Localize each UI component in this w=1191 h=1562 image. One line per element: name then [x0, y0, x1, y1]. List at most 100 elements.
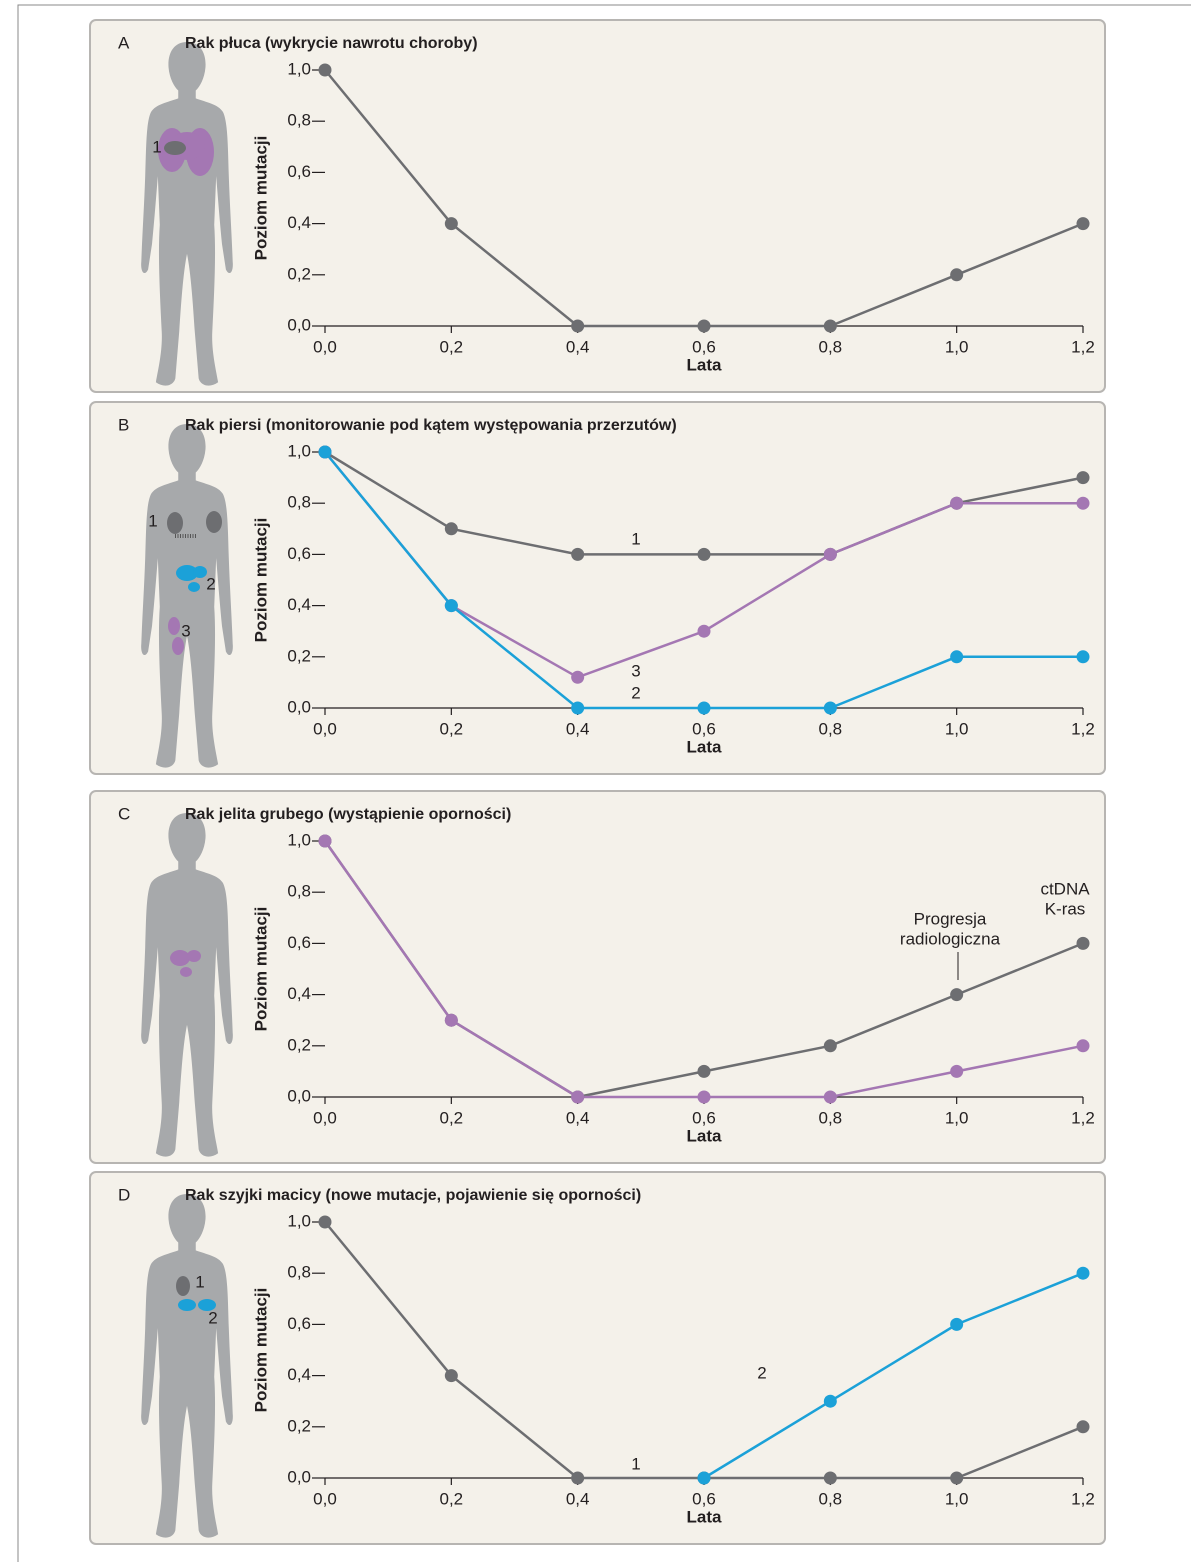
y-tick-label: 0,8	[287, 111, 311, 130]
panel-title: Rak piersi (monitorowanie pod kątem wyst…	[185, 417, 677, 434]
line-label: 2	[757, 1363, 766, 1382]
x-tick-label: 0,2	[440, 719, 464, 738]
data-point	[571, 702, 584, 715]
body-label: 2	[206, 574, 215, 593]
data-point	[950, 497, 963, 510]
y-tick-label: 0,2	[287, 264, 311, 283]
line-label: 3	[631, 661, 640, 680]
panel-letter: B	[118, 415, 129, 434]
panels: A Rak płuca (wykrycie nawrotu choroby) 0,0…	[90, 20, 1105, 1544]
organ	[176, 1276, 190, 1296]
x-tick-label: 1,0	[945, 1108, 969, 1127]
panel-background	[90, 20, 1105, 392]
y-tick-label: 0,8	[287, 493, 311, 512]
data-point	[1077, 1420, 1090, 1433]
x-axis-label: Lata	[687, 737, 723, 756]
data-point	[1077, 650, 1090, 663]
organ	[167, 512, 183, 534]
panel-letter: A	[118, 33, 130, 52]
x-tick-label: 0,0	[313, 1108, 337, 1127]
y-tick-label: 1,0	[287, 830, 311, 849]
data-point	[571, 320, 584, 333]
body-label: 1	[148, 511, 157, 530]
y-tick-label: 1,0	[287, 441, 311, 460]
y-tick-label: 1,0	[287, 1211, 311, 1230]
data-point	[571, 1472, 584, 1485]
panel-title: Rak płuca (wykrycie nawrotu choroby)	[185, 35, 478, 52]
data-point	[1077, 217, 1090, 230]
x-tick-label: 0,4	[566, 719, 590, 738]
body-label: 1	[152, 137, 161, 156]
y-tick-label: 0,2	[287, 1416, 311, 1435]
data-point	[824, 702, 837, 715]
x-tick-label: 0,0	[313, 337, 337, 356]
x-axis-label: Lata	[687, 1507, 723, 1526]
x-tick-label: 1,0	[945, 719, 969, 738]
organ	[180, 967, 192, 977]
data-point	[1077, 937, 1090, 950]
annotation: radiologiczna	[900, 929, 1001, 948]
annotation: Progresja	[914, 909, 987, 928]
data-point	[571, 671, 584, 684]
data-point	[445, 217, 458, 230]
data-point	[445, 1369, 458, 1382]
data-point	[698, 702, 711, 715]
data-point	[571, 548, 584, 561]
y-tick-label: 0,6	[287, 544, 311, 563]
y-tick-label: 0,6	[287, 933, 311, 952]
data-point	[824, 1472, 837, 1485]
y-axis-label: Poziom mutacji	[251, 907, 270, 1032]
y-tick-label: 0,4	[287, 595, 311, 614]
data-point	[698, 1472, 711, 1485]
x-tick-label: 0,6	[692, 1108, 716, 1127]
y-tick-label: 0,2	[287, 646, 311, 665]
data-point	[824, 1039, 837, 1052]
y-tick-label: 0,4	[287, 1365, 311, 1384]
panel-background	[90, 402, 1105, 774]
x-tick-label: 1,2	[1071, 1108, 1095, 1127]
body-label: 2	[208, 1308, 217, 1327]
x-axis-label: Lata	[687, 355, 723, 374]
data-point	[950, 268, 963, 281]
y-tick-label: 0,8	[287, 1263, 311, 1282]
y-tick-label: 1,0	[287, 59, 311, 78]
y-tick-label: 0,4	[287, 984, 311, 1003]
y-tick-label: 0,6	[287, 1314, 311, 1333]
organ	[206, 511, 222, 533]
data-point	[1077, 1039, 1090, 1052]
y-tick-label: 0,6	[287, 162, 311, 181]
y-tick-label: 0,8	[287, 882, 311, 901]
x-tick-label: 1,2	[1071, 719, 1095, 738]
panel-title: Rak szyjki macicy (nowe mutacje, pojawie…	[185, 1187, 641, 1204]
panel-a: A Rak płuca (wykrycie nawrotu choroby) 0,0…	[90, 20, 1105, 392]
x-tick-label: 0,2	[440, 337, 464, 356]
body-label: 1	[195, 1272, 204, 1291]
data-point	[319, 835, 332, 848]
x-tick-label: 0,6	[692, 337, 716, 356]
data-point	[824, 1395, 837, 1408]
x-tick-label: 1,2	[1071, 1489, 1095, 1508]
panel-d: D Rak szyjki macicy (nowe mutacje, pojawi…	[90, 1172, 1105, 1544]
y-tick-label: 0,0	[287, 697, 311, 716]
organ	[188, 582, 200, 592]
panel-letter: D	[118, 1185, 130, 1204]
data-point	[698, 1091, 711, 1104]
data-point	[445, 599, 458, 612]
y-tick-label: 0,0	[287, 315, 311, 334]
data-point	[571, 1091, 584, 1104]
data-point	[698, 320, 711, 333]
y-axis-label: Poziom mutacji	[251, 518, 270, 643]
y-tick-label: 0,4	[287, 213, 311, 232]
x-axis-label: Lata	[687, 1126, 723, 1145]
x-tick-label: 0,8	[819, 719, 843, 738]
body-label: 3	[181, 621, 190, 640]
data-point	[950, 650, 963, 663]
y-tick-label: 0,0	[287, 1086, 311, 1105]
data-point	[698, 548, 711, 561]
x-tick-label: 0,2	[440, 1108, 464, 1127]
x-tick-label: 0,8	[819, 337, 843, 356]
x-tick-label: 0,4	[566, 337, 590, 356]
panel-title: Rak jelita grubego (wystąpienie opornośc…	[185, 806, 511, 823]
data-point	[950, 1065, 963, 1078]
organ	[178, 1299, 196, 1311]
